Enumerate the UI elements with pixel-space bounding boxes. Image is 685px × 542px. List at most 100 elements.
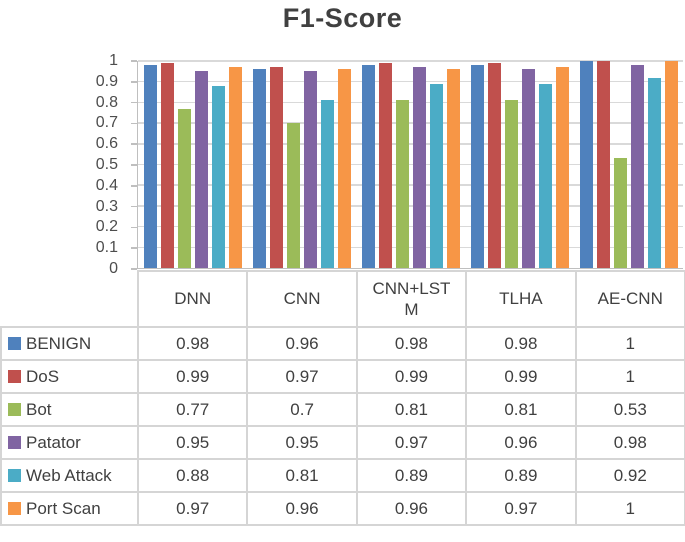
column-header-dnn: DNN	[136, 270, 249, 328]
legend-swatch-patator	[8, 436, 21, 449]
bar-group-cnn	[247, 61, 356, 268]
bar-bot-cnn	[286, 123, 300, 268]
plot-area	[137, 60, 683, 269]
y-axis-label: 0.7	[95, 114, 118, 132]
y-axis-label: 0.4	[95, 176, 118, 194]
bar-port-scan-dnn	[228, 67, 242, 268]
y-axis-tick	[131, 268, 137, 270]
bar-port-scan-cnn-lstm	[446, 69, 460, 268]
bar-port-scan-ae-cnn	[664, 61, 678, 268]
bar-group-ae-cnn	[574, 61, 683, 268]
column-header-cnn: CNN	[246, 270, 358, 328]
table-row-dos: DoS 0.99 0.97 0.99 0.99 1	[0, 359, 685, 394]
bar-web-attack-dnn	[211, 85, 225, 268]
row-header-content: DoS	[2, 367, 137, 387]
row-header-dos: DoS	[0, 359, 139, 394]
y-axis-tick	[131, 101, 137, 104]
table-row-benign: BENIGN 0.98 0.96 0.98 0.98 1	[0, 326, 685, 361]
bar-patator-tlha	[521, 69, 535, 268]
bar-port-scan-tlha	[555, 67, 569, 268]
bar-bot-cnn-lstm	[395, 100, 409, 268]
series-label: Bot	[26, 399, 52, 419]
bar-benign-dnn	[143, 65, 157, 268]
bar-patator-cnn-lstm	[412, 67, 426, 268]
value-cell-bot-ae-cnn: 0.53	[574, 392, 685, 427]
table-row-bot: Bot 0.77 0.7 0.81 0.81 0.53	[0, 392, 685, 427]
bar-dos-cnn	[269, 67, 283, 268]
bar-dos-ae-cnn	[596, 61, 610, 268]
value-cell-web-attack-ae-cnn: 0.92	[574, 458, 685, 493]
gridline	[138, 80, 683, 83]
y-axis-tick	[131, 60, 137, 62]
y-axis-tick	[131, 226, 137, 229]
y-axis-label: 0.3	[95, 197, 118, 215]
value-cell-benign-ae-cnn: 1	[574, 326, 685, 361]
legend-swatch-benign	[8, 337, 21, 350]
row-header-port-scan: Port Scan	[0, 491, 139, 526]
value-cell-benign-dnn: 0.98	[136, 326, 249, 361]
data-table-body: BENIGN 0.98 0.96 0.98 0.98 1 DoS 0.99 0.97 0.99 0.…	[0, 326, 685, 526]
column-header-cnn-lstm: CNN+LSTM	[355, 270, 468, 328]
row-header-patator: Patator	[0, 425, 139, 460]
value-cell-patator-tlha: 0.96	[465, 425, 577, 460]
column-header-label: CNN	[283, 289, 321, 309]
value-cell-port-scan-tlha: 0.97	[465, 491, 577, 526]
data-table: DNN CNN CNN+LSTM TLHA AE-CNN BENIGN 0.98 0.96 0…	[0, 270, 685, 526]
row-header-content: Bot	[2, 400, 137, 420]
bar-benign-ae-cnn	[579, 61, 593, 268]
value-cell-patator-cnn-lstm: 0.97	[355, 425, 468, 460]
value-cell-web-attack-cnn: 0.81	[246, 458, 358, 493]
value-cell-benign-tlha: 0.98	[465, 326, 577, 361]
gridline	[138, 122, 683, 124]
gridline	[138, 101, 683, 104]
y-axis-label: 0.2	[95, 218, 118, 236]
bar-benign-cnn	[252, 69, 266, 268]
value-cell-patator-ae-cnn: 0.98	[574, 425, 685, 460]
value-cell-dos-cnn-lstm: 0.99	[355, 359, 468, 394]
y-axis-label: 1	[109, 52, 118, 69]
bar-web-attack-cnn	[320, 100, 334, 268]
bar-group-tlha	[465, 61, 574, 268]
series-label: Port Scan	[26, 498, 101, 518]
value-cell-port-scan-dnn: 0.97	[136, 491, 249, 526]
value-cell-port-scan-cnn-lstm: 0.96	[355, 491, 468, 526]
y-axis-label: 0	[109, 260, 118, 277]
y-axis-tick	[131, 81, 137, 83]
bar-groups	[138, 61, 683, 268]
table-corner-cell	[1, 271, 138, 327]
chart-title: F1-Score	[282, 3, 403, 33]
row-header-bot: Bot	[0, 392, 139, 427]
value-cell-patator-dnn: 0.95	[136, 425, 249, 460]
bar-benign-cnn-lstm	[361, 65, 375, 268]
table-row-patator: Patator 0.95 0.95 0.97 0.96 0.98	[0, 425, 685, 460]
bar-port-scan-cnn	[337, 69, 351, 268]
gridline	[138, 184, 683, 186]
row-header-content: Web Attack	[2, 466, 137, 486]
bar-patator-dnn	[194, 71, 208, 268]
bar-dos-tlha	[487, 63, 501, 268]
bar-patator-cnn	[303, 71, 317, 268]
value-cell-dos-cnn: 0.97	[246, 359, 358, 394]
column-header-tlha: TLHA	[465, 270, 577, 328]
column-header-label: CNN+LSTM	[372, 278, 451, 319]
value-cell-port-scan-ae-cnn: 1	[574, 491, 685, 526]
y-axis-label: 0.6	[95, 135, 118, 153]
gridline	[138, 60, 683, 62]
row-header-content: Patator	[2, 433, 137, 453]
value-cell-dos-dnn: 0.99	[136, 359, 249, 394]
bar-web-attack-tlha	[538, 83, 552, 268]
bar-web-attack-cnn-lstm	[429, 83, 443, 268]
series-label: Web Attack	[26, 465, 112, 485]
y-axis-tick	[131, 164, 137, 166]
bar-bot-dnn	[177, 108, 191, 268]
gridline	[138, 246, 683, 249]
legend-swatch-bot	[8, 403, 21, 416]
y-axis-tick	[131, 205, 137, 208]
value-cell-patator-cnn: 0.95	[246, 425, 358, 460]
value-cell-bot-dnn: 0.77	[136, 392, 249, 427]
bar-web-attack-ae-cnn	[647, 77, 661, 268]
header-row: DNN CNN CNN+LSTM TLHA AE-CNN	[1, 270, 685, 328]
bar-group-dnn	[138, 61, 247, 268]
y-axis-tick	[131, 185, 137, 187]
